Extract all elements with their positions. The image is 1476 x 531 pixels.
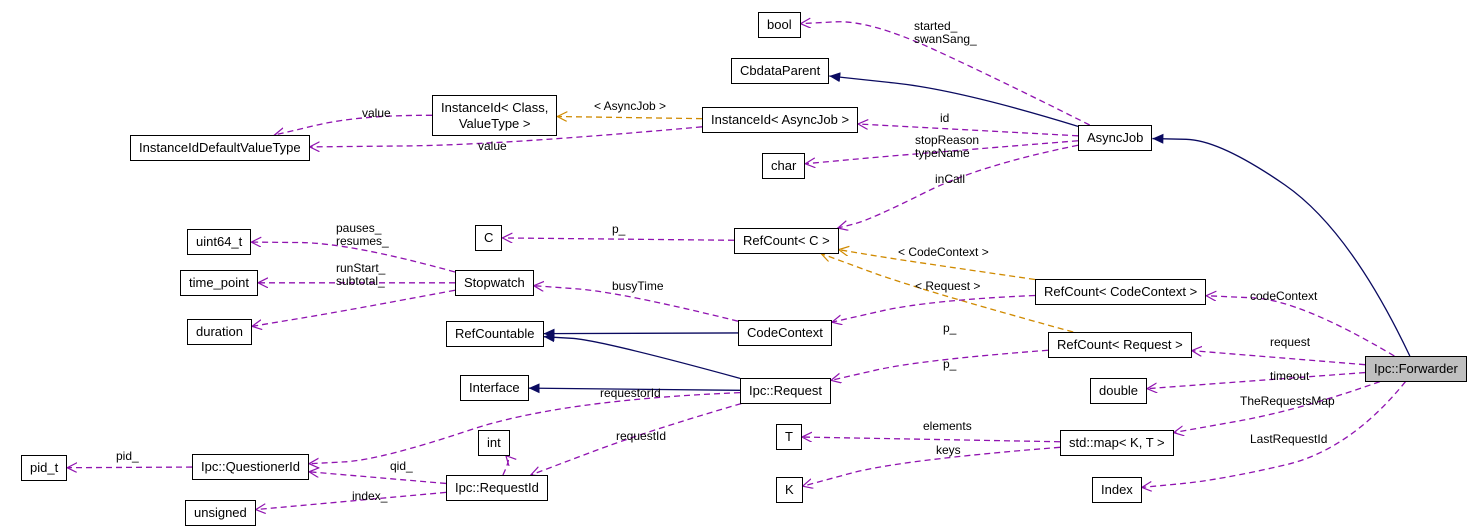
edge-ipcrequest-refcountable [544, 337, 741, 379]
node-ipcquestionerid[interactable]: Ipc::QuestionerId [192, 454, 309, 480]
node-c[interactable]: C [475, 225, 502, 251]
node-double[interactable]: double [1090, 378, 1147, 404]
node-ipcforwarder[interactable]: Ipc::Forwarder [1365, 356, 1467, 382]
edge-refcountcodecontext-refcountc [839, 250, 1035, 280]
node-duration[interactable]: duration [187, 319, 252, 345]
edge-stopwatch-duration [252, 290, 455, 326]
edge-ipcforwarder-double [1147, 373, 1365, 389]
node-stdmap[interactable]: std::map< K, T > [1060, 430, 1174, 456]
node-unsigned[interactable]: unsigned [185, 500, 256, 526]
edge-asyncjob-instanceidasyncjob [858, 124, 1078, 136]
edge-stdmap-t [802, 437, 1060, 442]
node-t[interactable]: T [776, 424, 802, 450]
node-bool[interactable]: bool [758, 12, 801, 38]
edge-ipcrequestid-int [503, 456, 508, 475]
edge-codecontext-stopwatch [534, 286, 738, 322]
edge-ipcforwarder-index [1142, 382, 1406, 488]
edge-ipcrequest-interface [529, 388, 740, 390]
node-ipcrequestid[interactable]: Ipc::RequestId [446, 475, 548, 501]
node-refcountrequest[interactable]: RefCount< Request > [1048, 332, 1192, 358]
node-instanceidasyncjob[interactable]: InstanceId< AsyncJob > [702, 107, 858, 133]
node-cbdataparent[interactable]: CbdataParent [731, 58, 829, 84]
edge-ipcforwarder-refcountcodecontext [1206, 296, 1394, 356]
node-k[interactable]: K [776, 477, 803, 503]
edge-ipcforwarder-stdmap [1174, 382, 1380, 433]
node-ipcrequest[interactable]: Ipc::Request [740, 378, 831, 404]
edge-ipcrequest-ipcrequestid [531, 404, 741, 475]
edge-instanceidclass-instanceiddefault [275, 115, 432, 135]
edge-instanceidasyncjob-instanceidclass [557, 117, 702, 119]
edge-refcountrequest-ipcrequest [831, 350, 1048, 380]
node-int[interactable]: int [478, 430, 510, 456]
edge-ipcrequestid-ipcquestionerid [309, 472, 446, 484]
node-refcountcodecontext[interactable]: RefCount< CodeContext > [1035, 279, 1206, 305]
edge-ipcforwarder-refcountrequest [1192, 351, 1365, 365]
node-pidt[interactable]: pid_t [21, 455, 67, 481]
edge-codecontext-refcountable [544, 333, 739, 334]
node-stopwatch[interactable]: Stopwatch [455, 270, 534, 296]
edge-refcountcodecontext-codecontext [832, 295, 1035, 322]
node-timepoint[interactable]: time_point [180, 270, 258, 296]
node-instanceidclass[interactable]: InstanceId< Class,ValueType > [432, 95, 557, 136]
edge-stdmap-k [803, 447, 1060, 486]
node-instanceiddefault[interactable]: InstanceIdDefaultValueType [130, 135, 310, 161]
node-uint64t[interactable]: uint64_t [187, 229, 251, 255]
edge-ipcrequest-ipcquestionerid [309, 393, 740, 464]
node-asyncjob[interactable]: AsyncJob [1078, 125, 1152, 151]
edge-refcountc-c [502, 238, 734, 240]
edge-ipcrequestid-unsigned [256, 492, 446, 509]
node-refcountable[interactable]: RefCountable [446, 321, 544, 347]
node-codecontext[interactable]: CodeContext [738, 320, 832, 346]
node-refcountc[interactable]: RefCount< C > [734, 228, 839, 254]
edge-ipcquestionerid-pidt [67, 467, 192, 468]
node-interface[interactable]: Interface [460, 375, 529, 401]
edge-stopwatch-uint64t [251, 242, 455, 272]
edge-ipcforwarder-asyncjob [1152, 139, 1409, 356]
node-index[interactable]: Index [1092, 477, 1142, 503]
edge-asyncjob-char [805, 141, 1078, 164]
node-char[interactable]: char [762, 153, 805, 179]
